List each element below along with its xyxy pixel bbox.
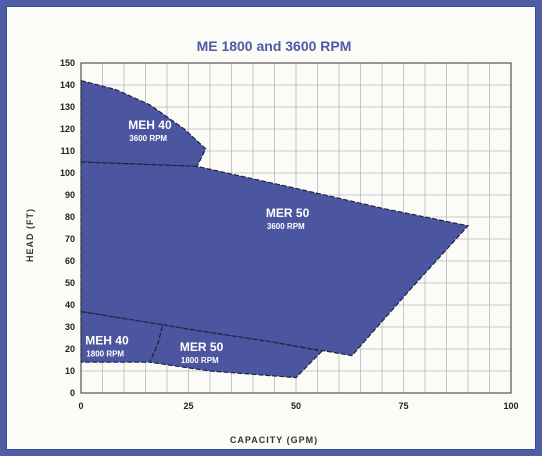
y-axis-label: HEAD (FT)	[25, 208, 35, 262]
area-label-rpm: 3600 RPM	[129, 134, 167, 143]
x-tick-label: 100	[503, 401, 518, 411]
y-tick-label: 60	[65, 256, 75, 266]
area-label-rpm: 1800 RPM	[181, 356, 219, 365]
area-label-rpm: 3600 RPM	[267, 222, 305, 231]
x-tick-label: 0	[78, 401, 83, 411]
area-label-name: MEH 40	[128, 118, 172, 132]
y-tick-label: 110	[60, 146, 75, 156]
area-4	[148, 324, 324, 379]
x-tick-label: 75	[398, 401, 408, 411]
pump-curve-chart: ME 1800 and 3600 RPM MEH 40 3600 RPM MER 5…	[25, 38, 519, 445]
x-axis-label: CAPACITY (GPM)	[230, 435, 318, 445]
y-tick-label: 20	[65, 344, 75, 354]
x-tick-label: 25	[183, 401, 193, 411]
y-tick-label: 10	[65, 366, 75, 376]
area-label-name: MER 50	[266, 206, 310, 220]
x-tick-label: 50	[291, 401, 301, 411]
area-label-name: MEH 40	[85, 334, 129, 348]
area-label-rpm: 1800 RPM	[86, 350, 124, 359]
y-tick-label: 80	[65, 212, 75, 222]
y-tick-label: 70	[65, 234, 75, 244]
plot-frame	[80, 62, 512, 394]
tick-labels: 0 10 20 30 40 50 60 70 80 90 100 110 120 130 140 150 0 25…	[60, 58, 519, 411]
y-tick-label: 130	[60, 102, 75, 112]
y-tick-label: 140	[60, 80, 75, 90]
y-tick-label: 90	[65, 190, 75, 200]
y-tick-label: 150	[60, 58, 75, 68]
performance-areas: MEH 40 3600 RPM MER 50 3600 RPM MEH 40 1800 R…	[80, 79, 470, 379]
y-tick-label: 30	[65, 322, 75, 332]
chart-panel: ME 1800 and 3600 RPM MEH 40 3600 RPM MER 5…	[6, 6, 536, 450]
y-tick-label: 50	[65, 278, 75, 288]
y-tick-label: 40	[65, 300, 75, 310]
y-tick-label: 0	[70, 388, 75, 398]
chart-title: ME 1800 and 3600 RPM	[197, 38, 352, 54]
y-tick-label: 100	[60, 168, 75, 178]
y-tick-label: 120	[60, 124, 75, 134]
area-label-name: MER 50	[180, 340, 224, 354]
area-2	[80, 161, 470, 357]
